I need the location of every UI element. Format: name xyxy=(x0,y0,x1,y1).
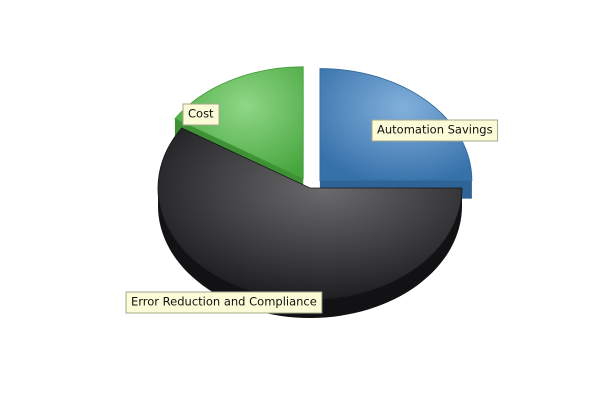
slice-label-box xyxy=(182,103,220,126)
slice-label-text: Error Reduction and Compliance xyxy=(131,295,317,309)
slice-label-automation-savings: Automation Savings xyxy=(371,119,499,142)
slice-label-text: Cost xyxy=(188,107,214,121)
slice-label-box xyxy=(371,119,499,142)
slice-label-error-reduction-and-compliance: Error Reduction and Compliance xyxy=(125,291,323,314)
slice-label-box xyxy=(125,291,323,314)
labels-layer: Automation Savings Error Reduction and Co… xyxy=(125,103,499,314)
slice-label-text: Automation Savings xyxy=(377,123,493,137)
slice-label-cost: Cost xyxy=(182,103,220,126)
pie-slice-side xyxy=(158,188,462,318)
pie-slice-top xyxy=(174,66,304,180)
